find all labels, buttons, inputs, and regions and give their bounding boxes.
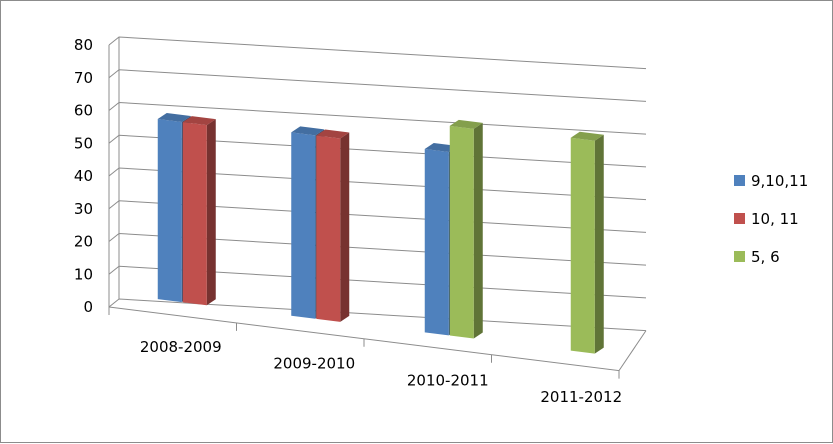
legend-swatch — [734, 251, 745, 262]
gridline — [108, 298, 647, 332]
legend-swatch — [734, 213, 745, 224]
legend: 9,10,11 10, 11 5, 6 — [734, 172, 808, 266]
bar-0-1 — [182, 116, 216, 306]
x-category-label: 2010-2011 — [407, 371, 489, 389]
bars — [157, 112, 604, 354]
axes — [108, 37, 647, 379]
y-tick-label: 10 — [74, 265, 93, 283]
y-tick-label: 0 — [83, 298, 93, 316]
bar-2-2 — [449, 119, 483, 339]
y-tick-label: 30 — [74, 200, 93, 218]
gridline — [108, 36, 647, 70]
gridline — [108, 69, 647, 102]
bar-1-1 — [316, 129, 350, 322]
axis-labels: 0 10 20 30 40 50 60 70 80 2008-2009 2009-2010 2010-… — [74, 36, 622, 406]
legend-swatch — [734, 175, 745, 186]
y-tick-label: 60 — [74, 102, 93, 120]
y-tick-label: 70 — [74, 69, 93, 87]
legend-label: 10, 11 — [751, 210, 799, 228]
y-tick-label: 20 — [74, 233, 93, 251]
y-tick-label: 50 — [74, 134, 93, 152]
legend-label: 5, 6 — [751, 248, 780, 266]
legend-label: 9,10,11 — [751, 172, 808, 190]
y-tick-label: 80 — [74, 36, 93, 54]
y-tick-label: 40 — [74, 167, 93, 185]
bar-3-2 — [570, 131, 604, 354]
x-category-label: 2008-2009 — [140, 338, 222, 356]
x-category-label: 2009-2010 — [273, 355, 355, 373]
x-category-label: 2011-2012 — [540, 388, 622, 406]
